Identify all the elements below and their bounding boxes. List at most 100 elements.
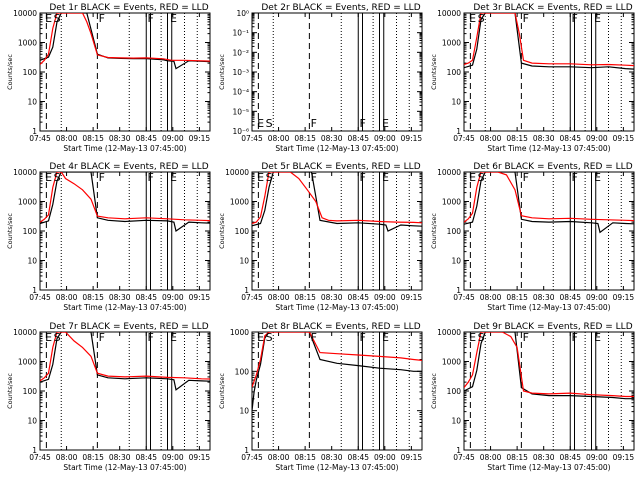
y-axis-label: Counts/sec <box>430 54 438 90</box>
marker-label: S <box>266 171 273 184</box>
marker-label: F <box>523 171 529 184</box>
x-tick-label: 08:45 <box>347 453 369 462</box>
y-axis-label: Counts/sec <box>218 54 226 90</box>
x-tick-label: 09:00 <box>586 293 608 302</box>
x-tick-label: 08:45 <box>135 134 157 143</box>
marker-label: F <box>572 171 578 184</box>
x-tick-label: 09:15 <box>401 134 423 143</box>
marker-label: E <box>257 331 264 344</box>
y-tick-label: 100 <box>447 68 462 77</box>
lld-series <box>40 172 210 223</box>
x-tick-label: 09:15 <box>613 134 635 143</box>
y-tick-label: 1000 <box>230 198 249 207</box>
lld-series <box>464 172 634 223</box>
y-tick-label: 10000 <box>13 168 37 177</box>
panel-title: Det 1r BLACK = Events, RED = LLD <box>49 3 208 13</box>
panel-2: Det 2r BLACK = Events, RED = LLD Counts/s… <box>218 3 423 153</box>
x-tick-label: 08:00 <box>268 293 290 302</box>
x-tick-label: 08:30 <box>109 453 131 462</box>
y-tick-label: 10 <box>27 417 37 426</box>
lld-series <box>40 332 210 382</box>
x-axis-label: Start Time (12-May-13 07:45:00) <box>487 144 610 153</box>
y-tick-label: 10 <box>451 417 461 426</box>
marker-label: F <box>148 12 154 25</box>
y-tick-label: 1000 <box>18 358 37 367</box>
x-tick-label: 08:00 <box>56 453 78 462</box>
x-tick-label: 09:00 <box>162 293 184 302</box>
x-tick-label: 08:45 <box>559 453 581 462</box>
y-axis-label: Counts/sec <box>218 213 226 249</box>
events-series <box>464 332 634 400</box>
x-tick-label: 08:00 <box>56 134 78 143</box>
plot-frame <box>251 171 423 291</box>
x-tick-label: 08:15 <box>294 293 316 302</box>
marker-label: E <box>594 331 601 344</box>
y-tick-label: 1 <box>244 446 249 455</box>
plot-frame <box>39 331 211 451</box>
plot-frame <box>463 12 635 132</box>
x-tick-label: 09:15 <box>613 293 635 302</box>
panel-title: Det 2r BLACK = Events, RED = LLD <box>261 3 420 13</box>
marker-label: E <box>45 12 52 25</box>
y-tick-label: 1000 <box>230 328 249 337</box>
x-tick-label: 08:30 <box>321 453 343 462</box>
lld-series <box>464 332 634 398</box>
x-tick-label: 09:15 <box>613 453 635 462</box>
y-tick-label: 1000 <box>18 39 37 48</box>
panel-title: Det 7r BLACK = Events, RED = LLD <box>49 322 208 332</box>
marker-label: E <box>469 171 476 184</box>
marker-label: F <box>572 331 578 344</box>
x-tick-label: 07:45 <box>241 293 263 302</box>
events-series <box>252 332 422 411</box>
marker-label: S <box>266 331 273 344</box>
x-tick-label: 08:00 <box>268 453 290 462</box>
y-tick-label: 10⁰ <box>236 9 249 18</box>
marker-label: E <box>45 331 52 344</box>
y-axis-label: Counts/sec <box>218 373 226 409</box>
panel-title: Det 9r BLACK = Events, RED = LLD <box>473 322 632 332</box>
y-tick-label: 10000 <box>225 168 249 177</box>
panel-9: Det 9r BLACK = Events, RED = LLD Counts/s… <box>430 322 635 472</box>
marker-label: F <box>99 12 105 25</box>
lld-series <box>252 172 422 225</box>
y-tick-label: 100 <box>447 387 462 396</box>
y-tick-label: 10000 <box>437 328 461 337</box>
x-tick-label: 07:45 <box>29 134 51 143</box>
x-tick-label: 08:30 <box>109 134 131 143</box>
x-tick-label: 08:30 <box>533 134 555 143</box>
y-tick-label: 1 <box>456 446 461 455</box>
panel-title: Det 3r BLACK = Events, RED = LLD <box>473 3 632 13</box>
x-tick-label: 07:45 <box>29 453 51 462</box>
x-tick-label: 08:15 <box>294 134 316 143</box>
marker-label: F <box>311 171 317 184</box>
x-tick-label: 07:45 <box>29 293 51 302</box>
y-axis-label: Counts/sec <box>6 373 14 409</box>
events-series <box>464 172 634 234</box>
marker-label: E <box>45 171 52 184</box>
x-tick-label: 07:45 <box>453 134 475 143</box>
panel-6: Det 6r BLACK = Events, RED = LLD Counts/s… <box>430 162 635 312</box>
x-tick-label: 07:45 <box>241 453 263 462</box>
marker-label: S <box>54 171 61 184</box>
events-series <box>464 13 634 70</box>
x-tick-label: 08:45 <box>347 293 369 302</box>
marker-label: E <box>594 12 601 25</box>
x-tick-label: 08:45 <box>135 453 157 462</box>
marker-label: S <box>54 12 61 25</box>
y-tick-label: 10⁻⁴ <box>232 88 249 97</box>
panel-1: Det 1r BLACK = Events, RED = LLD Counts/s… <box>6 3 211 153</box>
x-tick-label: 08:15 <box>506 453 528 462</box>
y-tick-label: 1 <box>32 446 37 455</box>
x-tick-label: 09:00 <box>586 453 608 462</box>
events-series <box>252 172 422 232</box>
x-axis-label: Start Time (12-May-13 07:45:00) <box>487 463 610 472</box>
marker-label: F <box>99 331 105 344</box>
marker-label: F <box>360 117 366 130</box>
marker-label: E <box>382 171 389 184</box>
y-tick-label: 10000 <box>13 328 37 337</box>
x-tick-label: 08:15 <box>82 293 104 302</box>
y-axis-label: Counts/sec <box>430 373 438 409</box>
y-axis-label: Counts/sec <box>6 213 14 249</box>
plot-frame <box>251 12 423 132</box>
x-tick-label: 09:15 <box>189 293 211 302</box>
